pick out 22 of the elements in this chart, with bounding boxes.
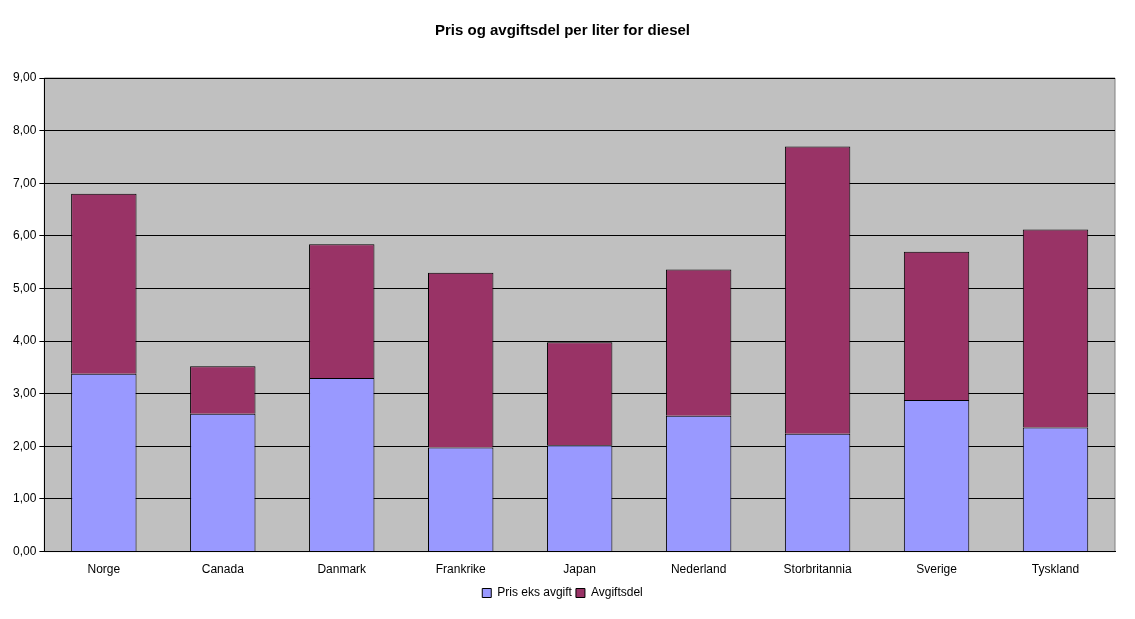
y-tick-label: 5,00 [13,280,37,295]
y-tick-label: 0,00 [13,543,37,558]
chart-title: Pris og avgiftsdel per liter for diesel [434,21,691,39]
x-tick-label: Norge [87,562,121,577]
y-tick-label: 8,00 [13,122,37,137]
x-tick-label: Japan [563,562,597,577]
y-tick-label: 3,00 [13,386,37,401]
x-tick-label: Tyskland [1031,562,1080,577]
y-tick-label: 6,00 [13,228,37,243]
legend-label: Pris eks avgift [497,585,573,600]
x-tick-label: Danmark [317,562,368,577]
y-tick-label: 2,00 [13,438,37,453]
x-tick-label: Canada [201,562,245,577]
x-tick-label: Sverige [916,562,958,577]
x-tick-label: Frankrike [435,562,487,577]
y-tick-label: 4,00 [13,333,37,348]
x-tick-label: Nederland [670,562,727,577]
y-tick-label: 1,00 [13,491,37,506]
legend-label: Avgiftsdel [590,585,643,600]
y-tick-label: 9,00 [13,70,37,85]
x-tick-label: Storbritannia [783,562,852,577]
y-tick-label: 7,00 [13,175,37,190]
